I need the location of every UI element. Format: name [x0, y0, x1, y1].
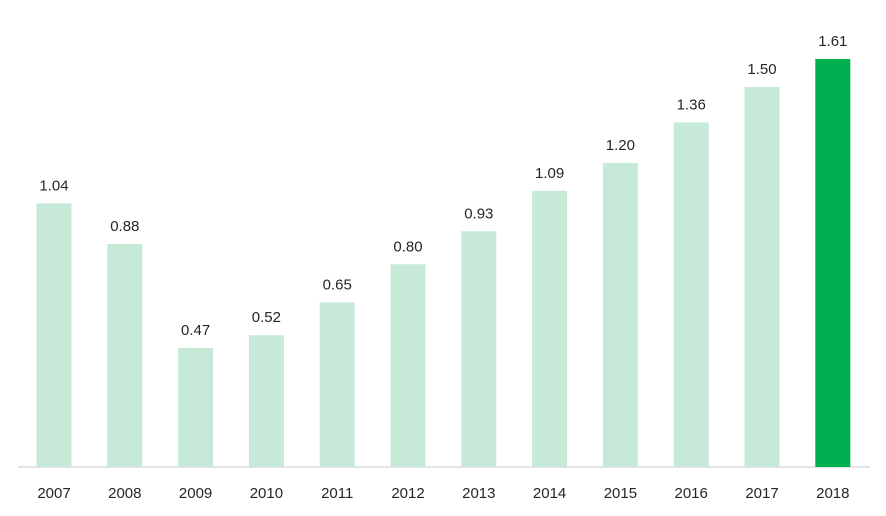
x-tick-label-2007: 2007 [37, 485, 70, 502]
x-tick-label-2018: 2018 [816, 485, 849, 502]
bar-2010 [248, 335, 284, 467]
x-tick-label-2015: 2015 [604, 485, 637, 502]
x-tick-label-2017: 2017 [745, 485, 778, 502]
bar-2012 [390, 264, 426, 467]
x-tick-label-2009: 2009 [179, 485, 212, 502]
value-label-2016: 1.36 [677, 96, 706, 113]
value-label-2017: 1.50 [747, 61, 776, 78]
x-tick-label-2011: 2011 [321, 485, 353, 502]
x-tick-label-2014: 2014 [533, 485, 566, 502]
value-label-2014: 1.09 [535, 165, 564, 182]
x-tick-label-2012: 2012 [391, 485, 424, 502]
value-label-2010: 0.52 [252, 309, 281, 326]
bar-2017 [744, 86, 780, 468]
bar-2014 [532, 190, 568, 468]
bar-2013 [461, 231, 497, 467]
value-label-2012: 0.80 [393, 238, 422, 255]
value-label-2008: 0.88 [110, 218, 139, 235]
value-label-2013: 0.93 [464, 205, 493, 222]
value-label-2011: 0.65 [323, 276, 352, 293]
bars-group [36, 59, 851, 468]
x-tick-labels-group: 2007 2008 2009 2010 2011 2012 2013 2014 2015 2016… [37, 485, 849, 502]
bar-2016 [673, 122, 709, 468]
value-label-2007: 1.04 [39, 177, 68, 194]
bar-2008 [107, 244, 143, 467]
value-labels-group: 1.04 0.88 0.47 0.52 0.65 0.80 0.93 1.09 1.20 1.36… [39, 33, 847, 339]
value-label-2018: 1.61 [818, 33, 847, 50]
x-tick-label-2008: 2008 [108, 485, 141, 502]
bar-2007 [36, 203, 72, 467]
x-tick-label-2013: 2013 [462, 485, 495, 502]
value-label-2015: 1.20 [606, 137, 635, 154]
bar-2009 [178, 347, 214, 467]
bar-2018 [815, 59, 851, 467]
x-tick-label-2016: 2016 [675, 485, 708, 502]
value-label-2009: 0.47 [181, 322, 210, 339]
bar-2011 [319, 302, 355, 467]
x-tick-label-2010: 2010 [250, 485, 283, 502]
bar-2015 [602, 162, 638, 467]
